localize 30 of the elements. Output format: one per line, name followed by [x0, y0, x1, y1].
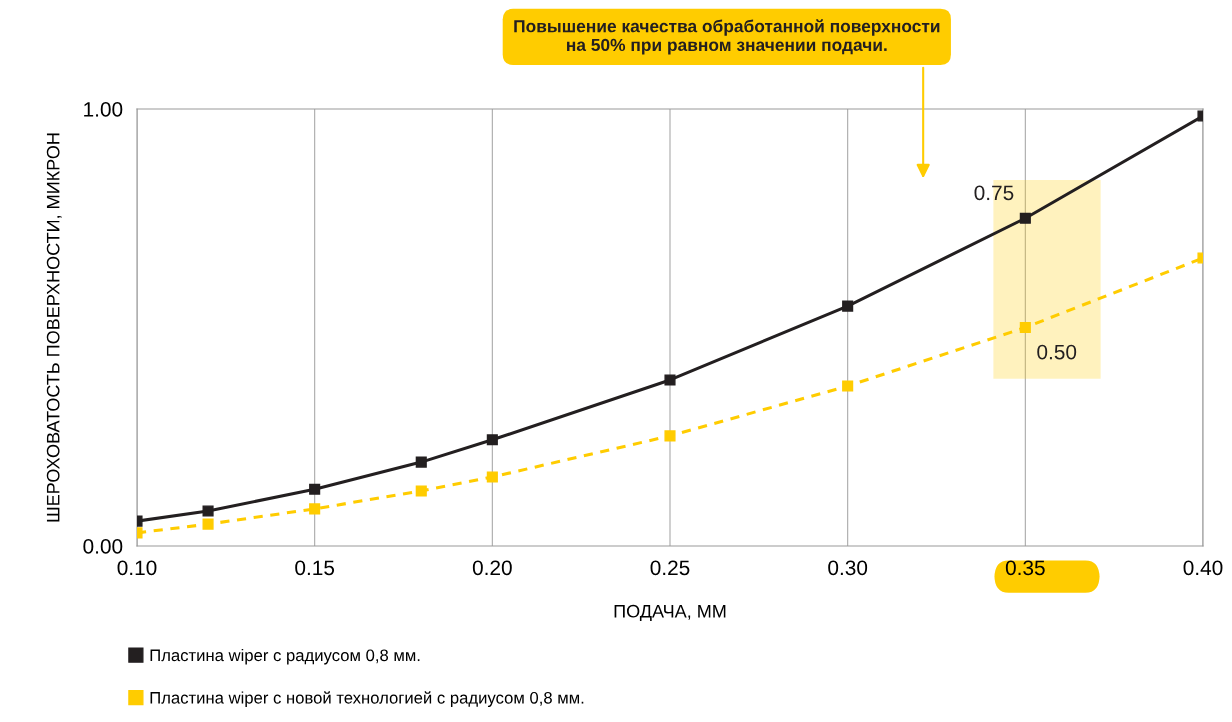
text: Повышение качества обработанной поверхности на 50% при равном значении подачи.	[514, 19, 940, 55]
x-tick-label: 0.25	[650, 560, 690, 576]
point	[202, 518, 214, 530]
point	[1019, 212, 1031, 224]
x-tick-label: 0.30	[828, 560, 868, 576]
x-tick-label: 0.15	[295, 560, 335, 576]
point	[415, 456, 427, 468]
point	[486, 471, 498, 483]
point	[1019, 321, 1031, 334]
legend-label: Пластина wiper с новой технологией с радиусом 0,8 мм.	[150, 691, 584, 707]
x-tick-label: 0.40	[1183, 560, 1223, 576]
x-tick-label: 0.10	[117, 560, 157, 576]
point	[202, 505, 214, 517]
point	[842, 380, 854, 392]
point	[309, 503, 321, 515]
legend-label: Пластина wiper с радиусом 0,8 мм.	[150, 648, 420, 665]
y-tick-label: 1.00	[84, 102, 123, 117]
point	[664, 374, 676, 386]
x-tick-label: 0.20	[472, 560, 512, 576]
point	[664, 430, 676, 442]
y-tick-label: 0.00	[83, 539, 123, 554]
data-label: 0.75	[974, 185, 1014, 201]
point	[486, 434, 498, 446]
point	[309, 483, 321, 495]
x-tick-label: 0.35	[1005, 560, 1045, 576]
point	[842, 300, 854, 312]
point	[415, 485, 427, 497]
x-axis-title: ПОДАЧА, ММ	[614, 604, 726, 621]
data-label: 0.50	[1037, 344, 1077, 360]
y-axis-title: ШЕРОХОВАТОСТЬ ПОВЕРХНОСТИ, МИКРОН	[46, 133, 62, 522]
